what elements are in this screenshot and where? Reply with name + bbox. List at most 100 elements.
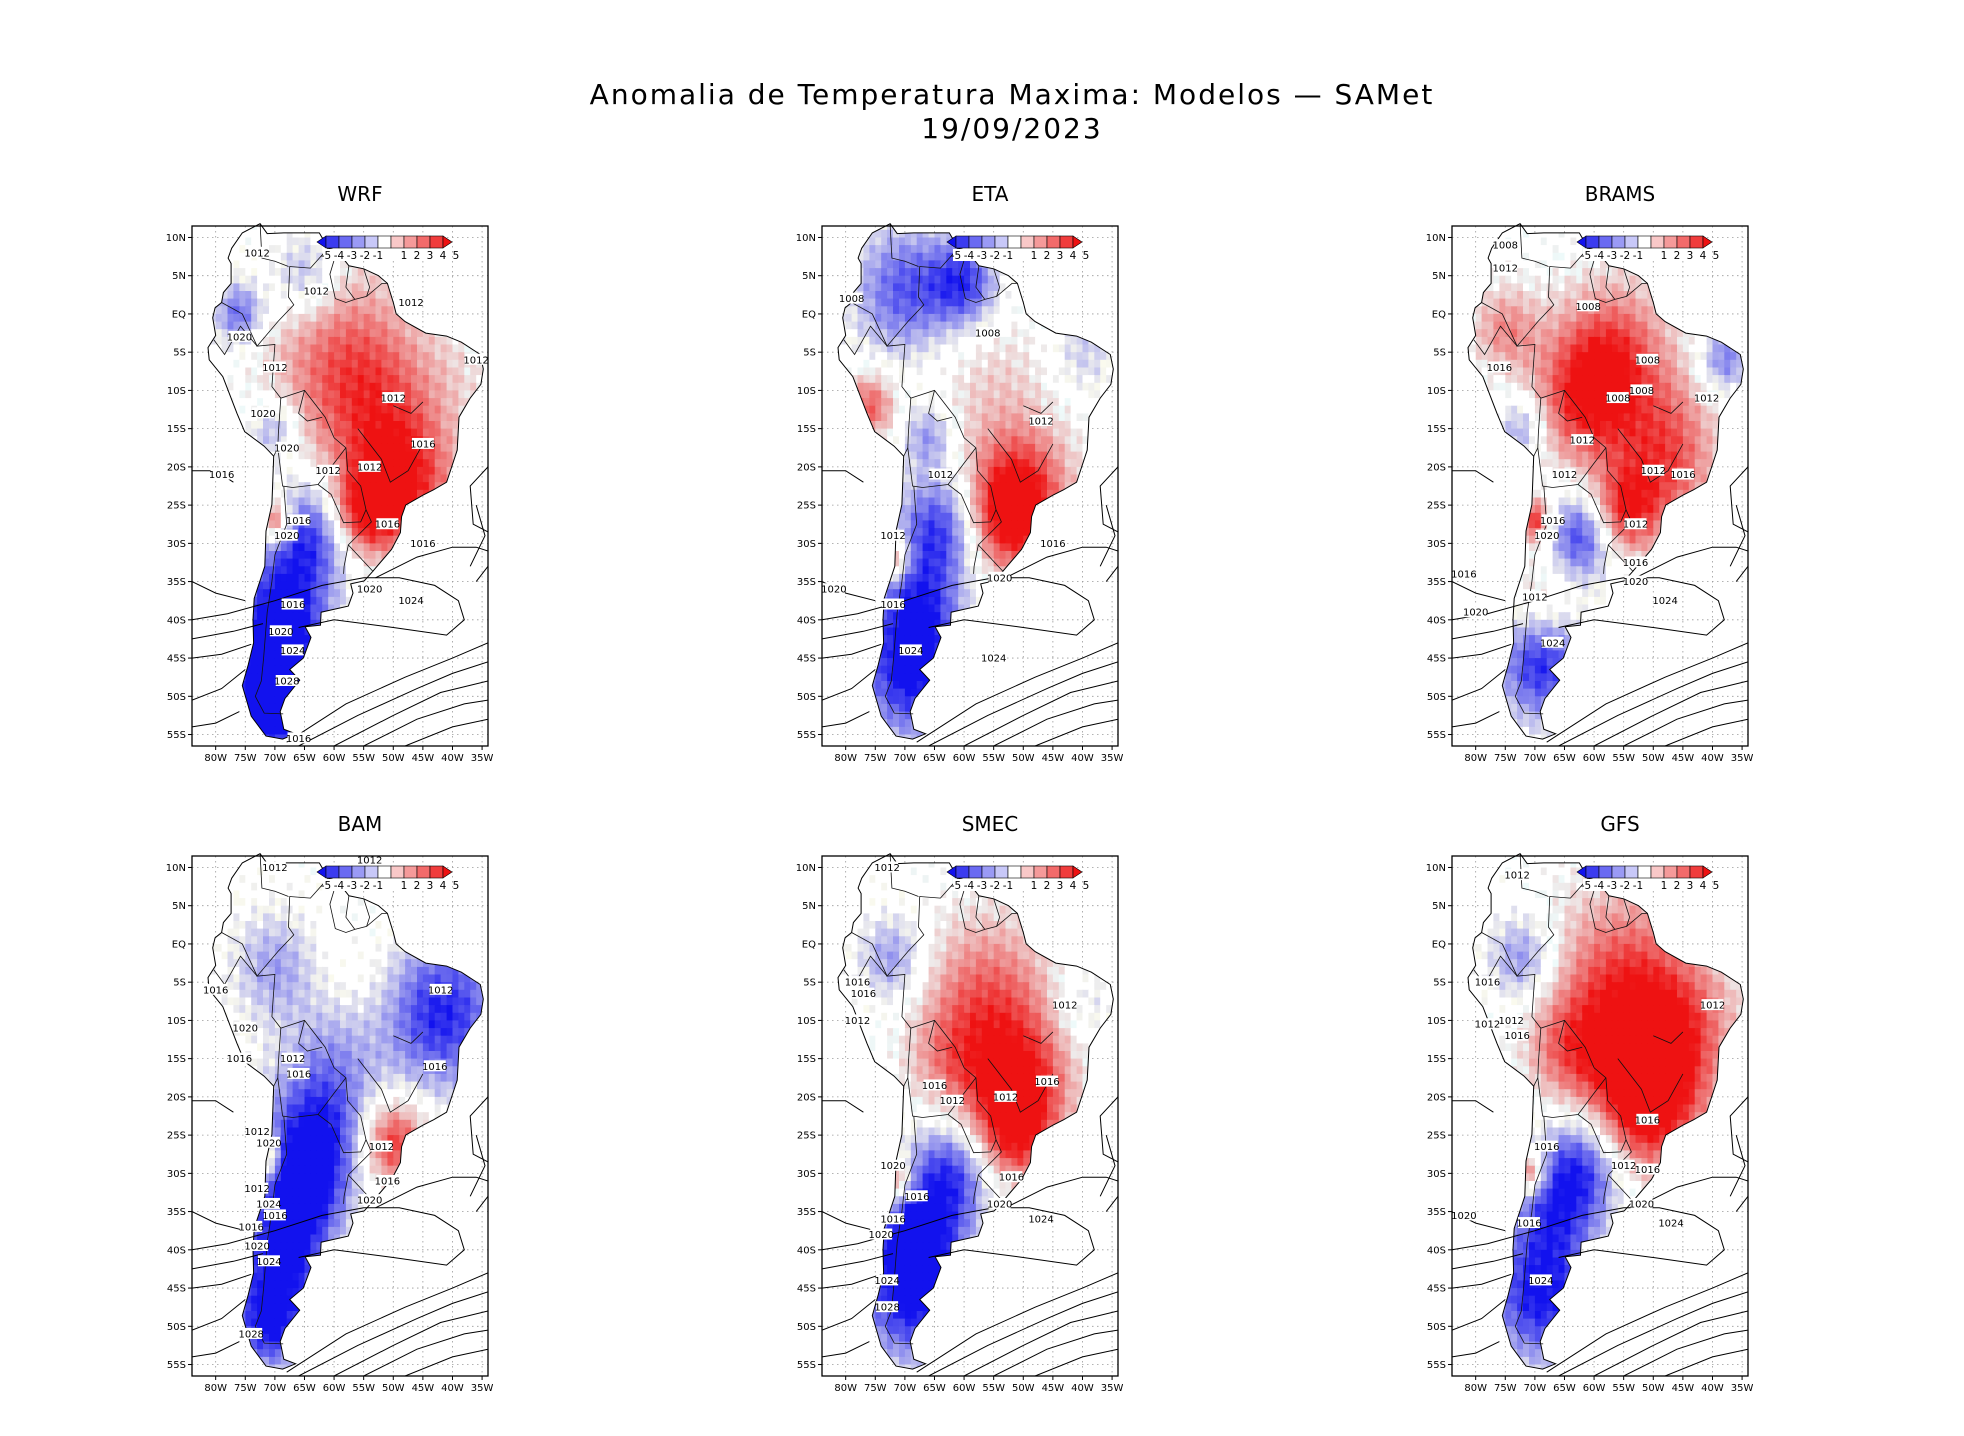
anomaly-cell: [298, 528, 306, 537]
anomaly-cell: [345, 405, 353, 414]
anomaly-cell: [369, 489, 377, 498]
pressure-label-bg: [246, 246, 269, 258]
anomaly-cell: [893, 291, 900, 300]
anomaly-cell: [257, 719, 264, 728]
anomaly-cell: [1076, 405, 1084, 414]
anomaly-cell: [298, 260, 306, 269]
anomaly-cell: [928, 260, 936, 269]
anomaly-cell: [340, 413, 347, 422]
anomaly-cell: [345, 543, 353, 552]
anomaly-cell: [363, 512, 371, 521]
anomaly-cell: [981, 443, 989, 453]
anomaly-cell: [393, 436, 400, 445]
border-line: [277, 447, 347, 488]
anomaly-cell: [845, 313, 853, 323]
anomaly-cell: [857, 336, 864, 346]
anomaly-cell: [428, 474, 436, 483]
anomaly-cell: [958, 306, 965, 315]
anomaly-cell: [910, 298, 918, 307]
anomaly-cell: [304, 298, 311, 307]
map-frame: [191, 225, 489, 747]
anomaly-cell: [987, 352, 995, 361]
anomaly-cell: [845, 352, 853, 361]
anomaly-cell: [340, 443, 347, 453]
anomaly-cell: [1005, 344, 1012, 353]
anomaly-cell: [387, 428, 394, 437]
anomaly-cell: [269, 344, 276, 353]
anomaly-cell: [387, 313, 394, 323]
anomaly-cell: [1058, 352, 1066, 361]
anomaly-cell: [310, 359, 317, 368]
anomaly-cell: [310, 405, 317, 414]
anomaly-cell: [286, 321, 294, 330]
anomaly-cell: [263, 681, 270, 690]
anomaly-cell: [940, 375, 947, 384]
anomaly-cell: [280, 252, 288, 261]
anomaly-cell: [934, 237, 941, 246]
anomaly-cell: [393, 497, 400, 506]
anomaly-cell: [381, 405, 388, 414]
anomaly-cell: [280, 428, 288, 437]
anomaly-cell: [428, 482, 436, 491]
anomaly-cell: [363, 298, 371, 307]
anomaly-cell: [434, 459, 442, 468]
anomaly-cell: [964, 321, 971, 330]
anomaly-cell: [351, 291, 359, 300]
anomaly-cell: [345, 589, 353, 598]
pressure-label: 1016: [280, 598, 305, 611]
anomaly-cell: [904, 229, 912, 238]
anomaly-cell: [280, 344, 288, 353]
anomaly-cell: [904, 268, 912, 277]
anomaly-cell: [387, 474, 394, 483]
anomaly-cell: [351, 336, 359, 346]
anomaly-cell: [452, 421, 459, 430]
anomaly-cell: [257, 359, 264, 368]
anomaly-cell: [239, 237, 246, 246]
anomaly-cell: [334, 566, 341, 575]
anomaly-cell: [286, 497, 294, 506]
anomaly-cell: [304, 482, 311, 491]
anomaly-cell: [440, 474, 448, 483]
anomaly-cell: [446, 436, 454, 445]
pressure-label: 1016: [375, 518, 400, 531]
anomaly-cell: [280, 581, 288, 590]
anomaly-cell: [916, 268, 924, 277]
anomaly-cell: [257, 612, 264, 621]
anomaly-cell: [970, 344, 977, 353]
anomaly-cell: [304, 551, 311, 560]
anomaly-cell: [345, 512, 353, 521]
anomaly-cell: [893, 237, 900, 246]
pressure-label: 1028: [274, 675, 299, 688]
anomaly-cell: [334, 405, 341, 414]
anomaly-cell: [470, 375, 477, 384]
anomaly-cell: [970, 382, 977, 391]
anomaly-cell: [298, 589, 306, 598]
anomaly-cell: [1052, 382, 1060, 391]
anomaly-cell: [310, 482, 317, 491]
anomaly-cell: [357, 551, 365, 560]
anomaly-cell: [257, 589, 264, 598]
anomaly-cell: [958, 398, 965, 407]
anomaly-cell: [257, 260, 264, 269]
anomaly-cell: [274, 298, 282, 307]
anomaly-cell: [357, 505, 365, 514]
anomaly-cell: [845, 344, 853, 353]
anomaly-cell: [274, 551, 282, 560]
anomaly-cell: [922, 252, 930, 261]
anomaly-cell: [298, 497, 306, 506]
isobar-line: [333, 680, 488, 746]
anomaly-cell: [458, 344, 465, 353]
anomaly-cell: [298, 505, 306, 514]
anomaly-cell: [1076, 413, 1084, 422]
anomaly-cell: [899, 443, 906, 453]
anomaly-cell: [375, 421, 382, 430]
anomaly-cell: [1047, 359, 1054, 368]
anomaly-cell: [904, 413, 912, 422]
anomaly-cell: [363, 497, 371, 506]
anomaly-cell: [292, 436, 300, 445]
anomaly-cell: [869, 344, 876, 353]
anomaly-cell: [975, 428, 983, 437]
anomaly-cell: [310, 573, 317, 583]
anomaly-cell: [869, 359, 876, 368]
anomaly-cell: [975, 367, 983, 376]
